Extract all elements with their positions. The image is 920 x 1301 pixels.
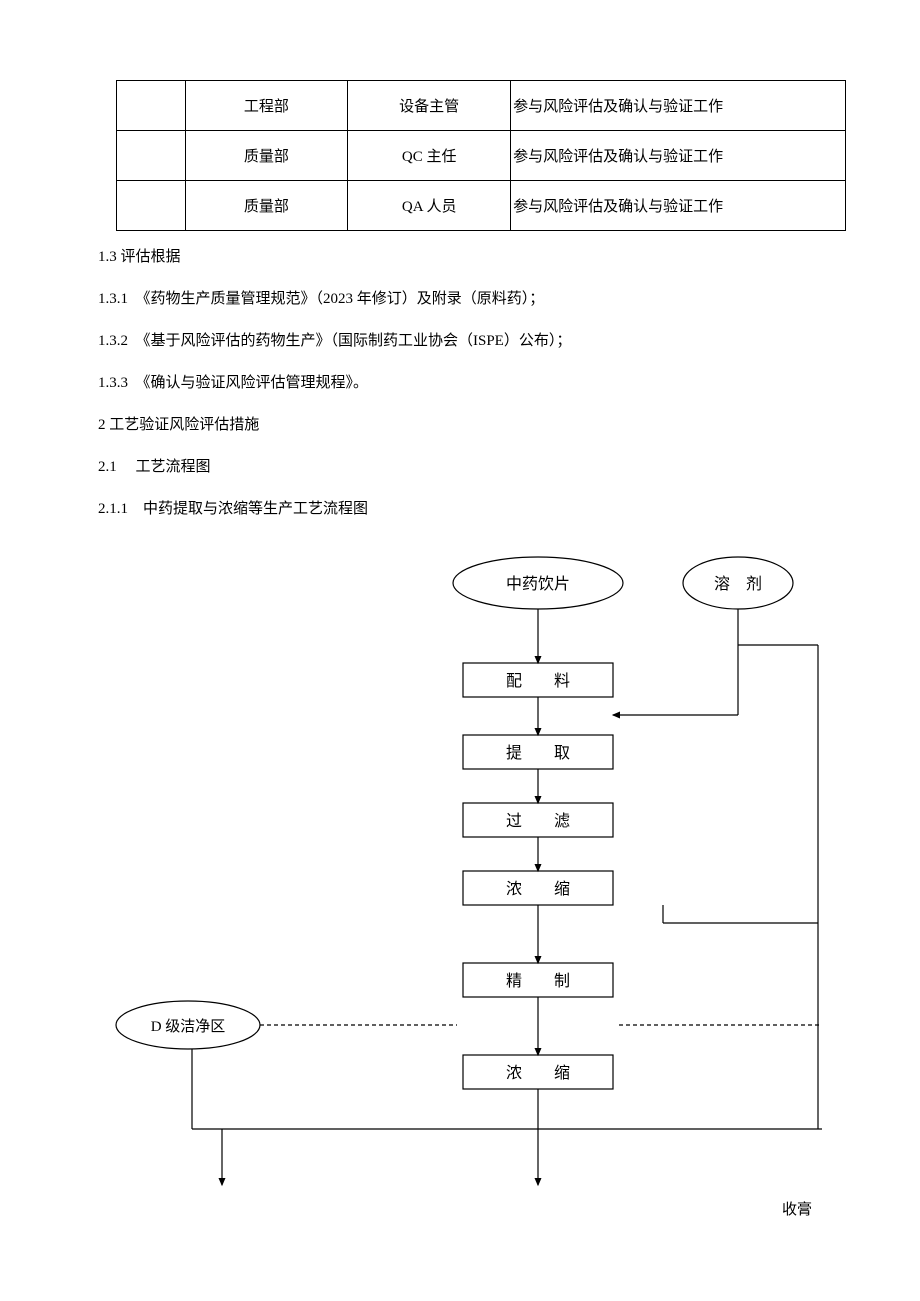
svg-text:精 制: 精 制	[506, 972, 570, 990]
svg-text:D 级洁净区: D 级洁净区	[151, 1018, 226, 1035]
process-flowchart: 中药饮片溶 剂配 料提 取过 滤浓 缩精 制浓 缩D 级洁净区 收膏	[98, 545, 822, 1225]
heading-2-1-1: 2.1.1 中药提取与浓缩等生产工艺流程图	[98, 497, 822, 521]
cell: 设备主管	[348, 81, 511, 131]
cell: QC 主任	[348, 131, 511, 181]
heading-1-3: 1.3 评估根据	[98, 245, 822, 269]
para-1-3-3: 1.3.3 《确认与验证风险评估管理规程》。	[98, 371, 822, 395]
table-row: 工程部 设备主管 参与风险评估及确认与验证工作	[117, 81, 846, 131]
svg-text:溶 剂: 溶 剂	[714, 575, 762, 593]
cell	[117, 181, 186, 231]
heading-2-1: 2.1 工艺流程图	[98, 455, 822, 479]
svg-text:浓 缩: 浓 缩	[506, 880, 570, 898]
cell: QA 人员	[348, 181, 511, 231]
table-row: 质量部 QC 主任 参与风险评估及确认与验证工作	[117, 131, 846, 181]
collect-paste-label: 收膏	[782, 1198, 812, 1219]
flowchart-svg: 中药饮片溶 剂配 料提 取过 滤浓 缩精 制浓 缩D 级洁净区	[98, 545, 822, 1205]
cell	[117, 81, 186, 131]
cell: 工程部	[185, 81, 348, 131]
table-row: 质量部 QA 人员 参与风险评估及确认与验证工作	[117, 181, 846, 231]
svg-text:过 滤: 过 滤	[506, 812, 570, 830]
cell: 参与风险评估及确认与验证工作	[511, 181, 846, 231]
cell: 质量部	[185, 131, 348, 181]
svg-text:浓 缩: 浓 缩	[506, 1064, 570, 1082]
cell: 参与风险评估及确认与验证工作	[511, 81, 846, 131]
svg-text:中药饮片: 中药饮片	[506, 575, 570, 593]
svg-text:配 料: 配 料	[506, 672, 570, 690]
responsibility-table: 工程部 设备主管 参与风险评估及确认与验证工作 质量部 QC 主任 参与风险评估…	[116, 80, 846, 231]
para-1-3-2: 1.3.2 《基于风险评估的药物生产》（国际制药工业协会（ISPE）公布）；	[98, 329, 822, 353]
cell: 参与风险评估及确认与验证工作	[511, 131, 846, 181]
cell	[117, 131, 186, 181]
svg-text:提 取: 提 取	[506, 744, 570, 762]
para-1-3-1: 1.3.1 《药物生产质量管理规范》（2023 年修订）及附录（原料药）；	[98, 287, 822, 311]
heading-2: 2 工艺验证风险评估措施	[98, 413, 822, 437]
cell: 质量部	[185, 181, 348, 231]
